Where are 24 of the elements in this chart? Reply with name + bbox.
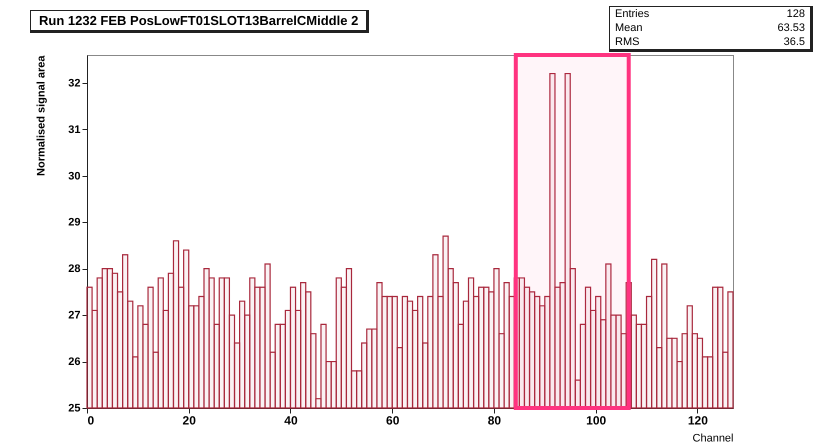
y-tick-label: 32 [68,77,80,90]
text: 128 [786,8,805,20]
text: Mean [615,22,643,34]
y-tick-label: 27 [68,310,80,322]
text: RMS [615,36,640,48]
x-tick-label: 0 [88,414,94,428]
x-axis-title: Channel [692,432,734,444]
y-tick-label: 31 [68,124,80,136]
x-tick-label: 100 [586,414,606,428]
y-tick-label: 25 [68,402,80,414]
y-tick-label: 30 [68,170,80,182]
x-tick-label: 20 [182,414,196,428]
chart-title: Run 1232 FEB PosLowFT01SLOT13BarrelCMiddle 2 [30,10,370,33]
y-axis-title: Normalised signal area [35,54,48,176]
text: 63.53 [777,22,805,34]
x-tick-label: 80 [488,414,502,428]
text: Entries [615,8,650,20]
x-tick-label: 120 [688,414,708,428]
text: 36.5 [784,36,805,48]
y-tick-label: 26 [68,356,80,368]
x-tick-label: 40 [284,414,298,428]
x-tick-label: 60 [386,414,400,428]
y-tick-label: 28 [68,263,80,276]
y-tick-label: 29 [68,216,80,229]
